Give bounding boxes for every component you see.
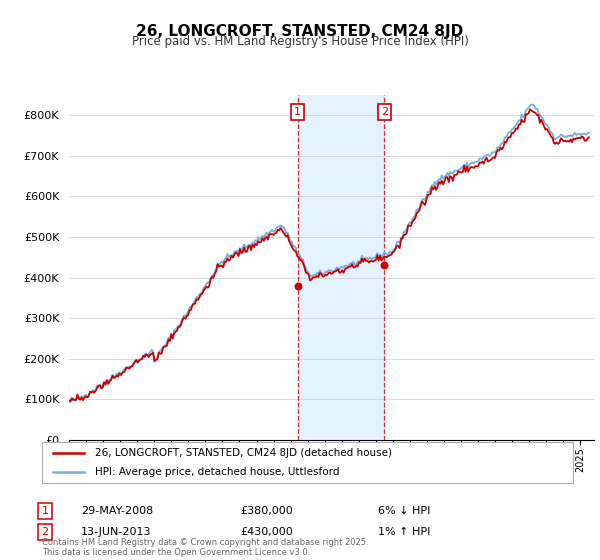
Text: 26, LONGCROFT, STANSTED, CM24 8JD (detached house): 26, LONGCROFT, STANSTED, CM24 8JD (detac… xyxy=(95,449,392,458)
Point xyxy=(293,281,302,290)
Text: 1: 1 xyxy=(294,108,301,117)
Text: Price paid vs. HM Land Registry's House Price Index (HPI): Price paid vs. HM Land Registry's House … xyxy=(131,35,469,48)
Text: 6% ↓ HPI: 6% ↓ HPI xyxy=(378,506,430,516)
Text: 1: 1 xyxy=(41,506,49,516)
Text: 2: 2 xyxy=(381,108,388,117)
Text: 26, LONGCROFT, STANSTED, CM24 8JD: 26, LONGCROFT, STANSTED, CM24 8JD xyxy=(136,24,464,39)
Bar xyxy=(298,95,385,440)
Point xyxy=(380,261,389,270)
Text: £380,000: £380,000 xyxy=(240,506,293,516)
Text: Contains HM Land Registry data © Crown copyright and database right 2025.
This d: Contains HM Land Registry data © Crown c… xyxy=(42,538,368,557)
Text: 13-JUN-2013: 13-JUN-2013 xyxy=(81,527,151,537)
Text: 2: 2 xyxy=(41,527,49,537)
Text: £430,000: £430,000 xyxy=(240,527,293,537)
Text: 1% ↑ HPI: 1% ↑ HPI xyxy=(378,527,430,537)
Text: HPI: Average price, detached house, Uttlesford: HPI: Average price, detached house, Uttl… xyxy=(95,467,340,477)
Text: 29-MAY-2008: 29-MAY-2008 xyxy=(81,506,153,516)
